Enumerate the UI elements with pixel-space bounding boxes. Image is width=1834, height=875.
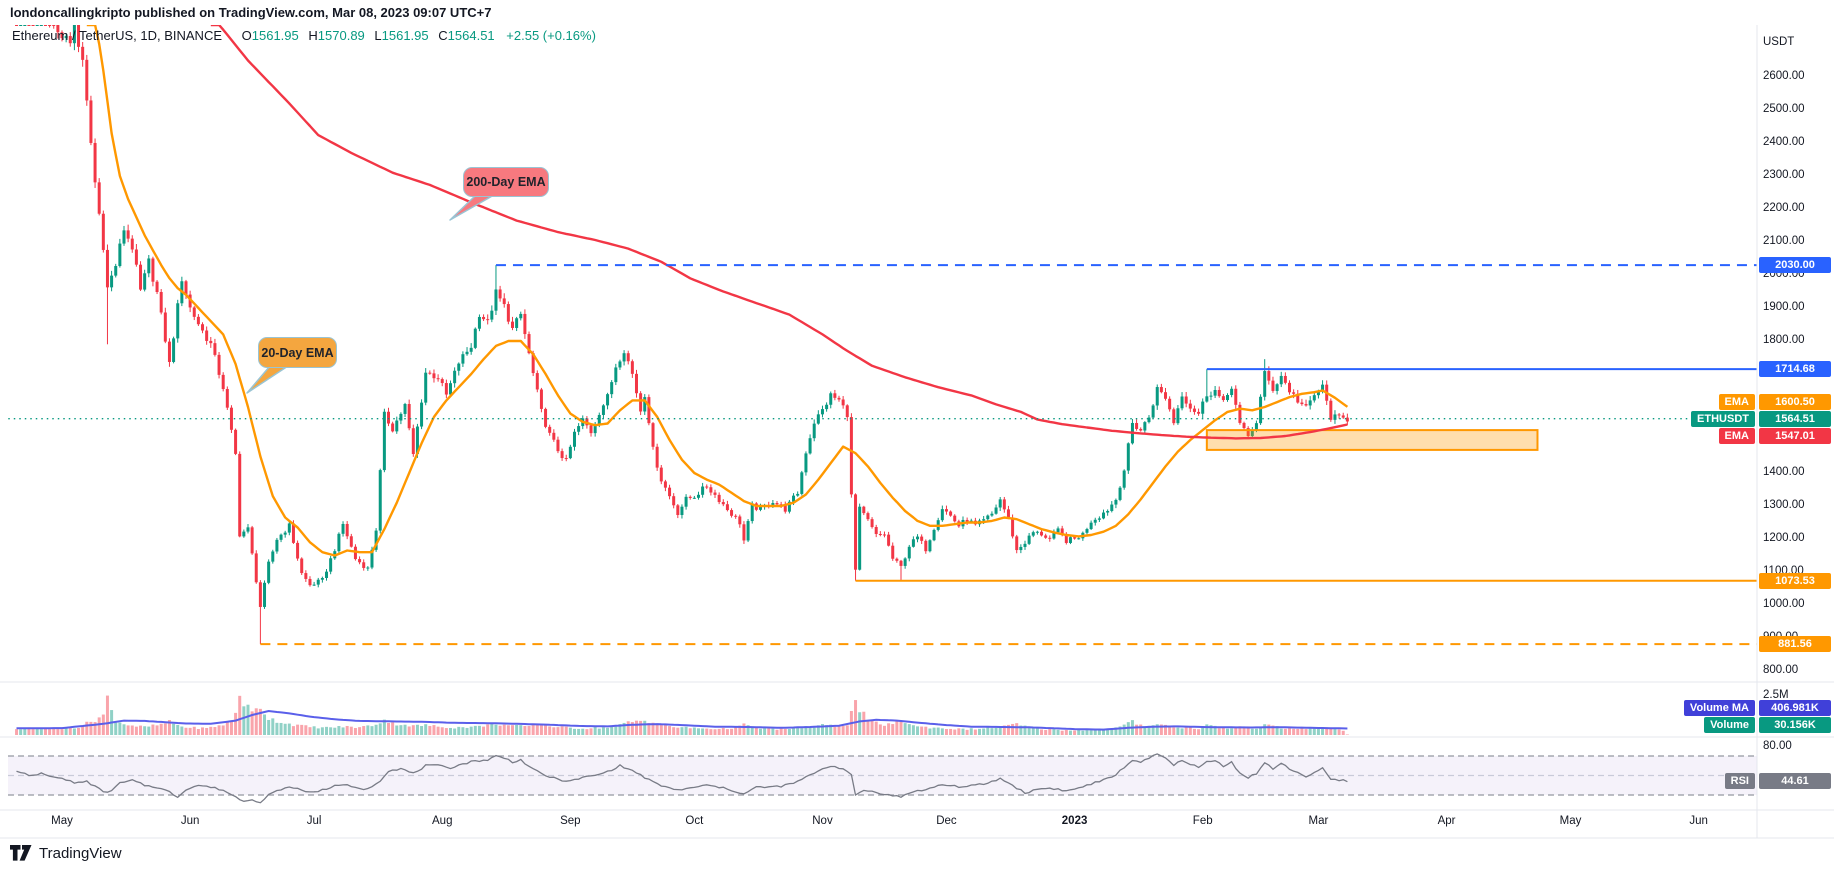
close-label: C (438, 28, 448, 43)
time-tick-month: Nov (812, 815, 833, 827)
price-tick: 2100.00 (1763, 235, 1805, 247)
price-badge-881: 881.56 (1759, 636, 1831, 653)
time-tick-month: Sep (560, 815, 581, 827)
published-line: londoncallingkripto published on Trading… (10, 5, 492, 20)
high-label: H (308, 28, 318, 43)
symbol-chip: ETHUSDT (1691, 411, 1755, 427)
ema20-callout-bubble[interactable]: 20-Day EMA (258, 337, 337, 368)
time-tick-month: Dec (936, 815, 957, 827)
time-tick-year: 2023 (1061, 815, 1088, 827)
low-label: L (374, 28, 382, 43)
time-tick-month: Apr (1437, 815, 1456, 827)
ema200-callout-bubble[interactable]: 200-Day EMA (463, 167, 549, 197)
volume-ma-chip: Volume MA (1683, 700, 1755, 716)
volume-value-badge: 30.156K (1759, 717, 1831, 733)
rsi-axis-top-tick: 80.00 (1763, 740, 1792, 752)
change-value: +2.55 (+0.16%) (506, 28, 596, 43)
time-tick-month: Jun (1689, 815, 1708, 827)
price-tick: 1000.00 (1763, 598, 1805, 610)
time-tick-month: Jul (306, 815, 322, 827)
rsi-chip: RSI (1724, 773, 1755, 789)
rsi-pane (8, 753, 1757, 804)
price-tick: 1200.00 (1763, 532, 1805, 544)
high-value: 1570.89 (317, 28, 365, 43)
volume-ma-value-badge: 406.981K (1759, 700, 1831, 716)
price-tick: 2500.00 (1763, 103, 1805, 115)
ema20-chip: EMA (1718, 394, 1755, 410)
price-badge-1073: 1073.53 (1759, 572, 1831, 589)
time-tick-month: Feb (1192, 815, 1213, 827)
ema20-value-badge: 1600.50 (1759, 394, 1831, 410)
price-tick: 2400.00 (1763, 136, 1805, 148)
price-badge-1714: 1714.68 (1759, 361, 1831, 378)
close-value: 1564.51 (447, 28, 495, 43)
axis-currency-label: USDT (1763, 36, 1795, 48)
tradingview-logo[interactable]: TradingView (10, 844, 122, 862)
level-lines (8, 264, 1757, 646)
time-tick-month: Jun (180, 815, 200, 827)
rsi-value-badge: 44.61 (1759, 773, 1831, 789)
price-tick: 2600.00 (1763, 70, 1805, 82)
open-value: 1561.95 (251, 28, 299, 43)
price-tick: 1400.00 (1763, 466, 1805, 478)
time-tick-month: Aug (432, 815, 453, 827)
ema20-line (86, 25, 1349, 557)
price-tick: 2200.00 (1763, 202, 1805, 214)
time-tick-month: May (1559, 815, 1582, 827)
price-tick: 1300.00 (1763, 499, 1805, 511)
price-tick: 1900.00 (1763, 301, 1805, 313)
price-tick: 1800.00 (1763, 334, 1805, 346)
candles (15, 25, 1349, 645)
time-tick-month: May (51, 815, 73, 827)
tradingview-logo-text: TradingView (39, 844, 122, 862)
symbol-title: Ethereum / TetherUS, 1D, BINANCE (12, 28, 223, 43)
volume-pane (15, 695, 1349, 735)
ema200-chip: EMA (1718, 428, 1755, 444)
price-tick: 2300.00 (1763, 169, 1805, 181)
time-tick-month: Mar (1308, 815, 1329, 827)
price-tick: 800.00 (1763, 664, 1799, 676)
price-badge-2030: 2030.00 (1759, 257, 1831, 274)
volume-chip: Volume (1704, 717, 1755, 733)
ema200-value-badge: 1547.01 (1759, 428, 1831, 444)
last-price-badge: 1564.51 (1759, 411, 1831, 427)
open-label: O (241, 28, 252, 43)
time-tick-month: Oct (685, 815, 704, 827)
symbol-legend[interactable]: Ethereum / TetherUS, 1D, BINANCE O1561.9… (12, 28, 596, 43)
tradingview-logo-icon (10, 845, 32, 861)
price-pane (8, 25, 1757, 646)
low-value: 1561.95 (381, 28, 429, 43)
volume-axis-top-tick: 2.5M (1763, 689, 1789, 701)
ema200-line (210, 25, 1348, 440)
